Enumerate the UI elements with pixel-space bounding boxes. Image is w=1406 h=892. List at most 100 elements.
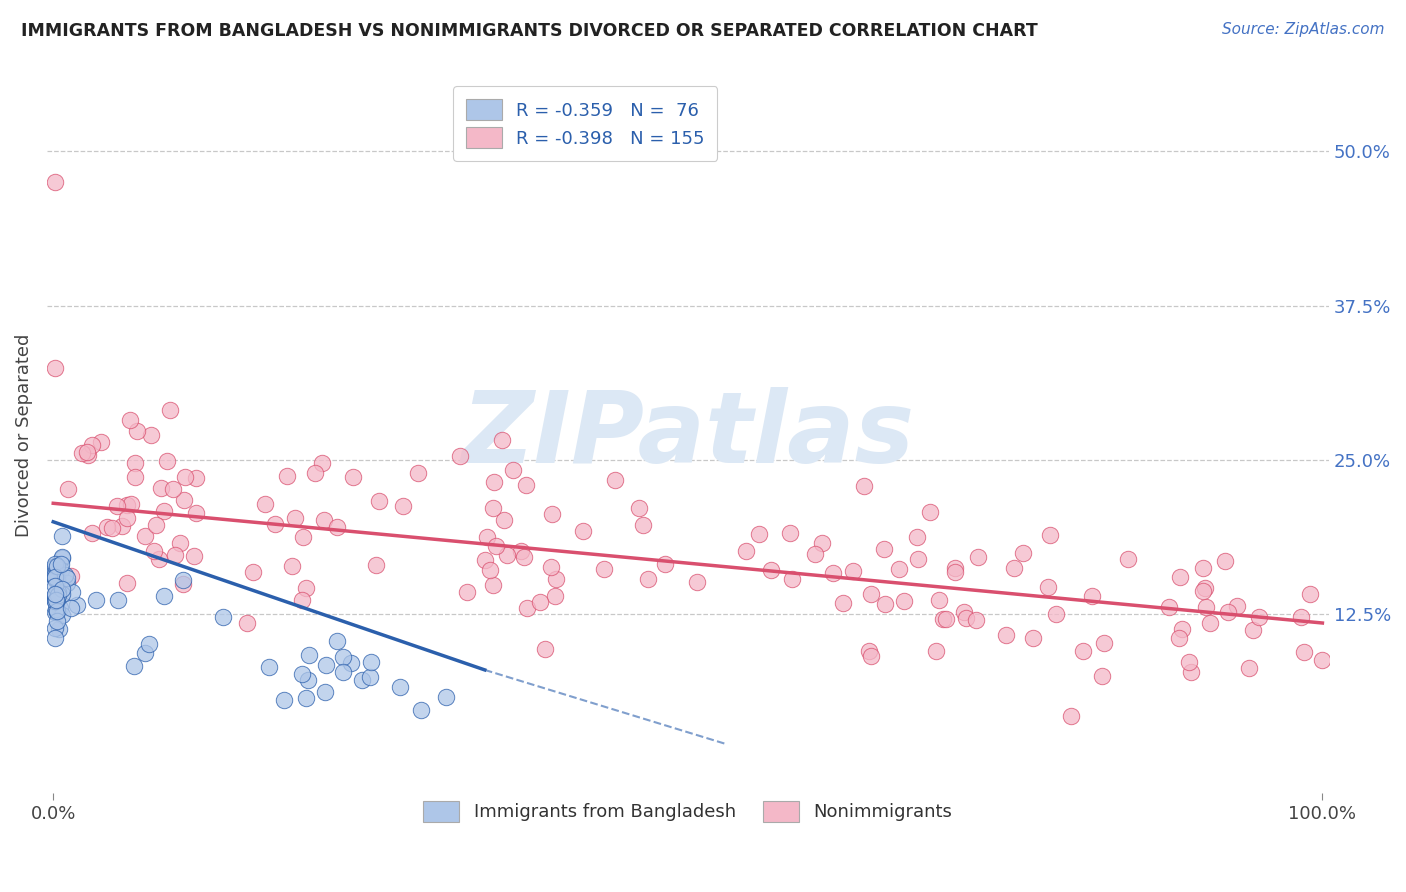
Point <box>48 585 70 599</box>
Point <box>46 559 69 574</box>
Point <box>516 601 538 615</box>
Point <box>311 456 333 470</box>
Point <box>627 500 650 515</box>
Point <box>48 622 70 636</box>
Point <box>184 506 207 520</box>
Point <box>831 596 853 610</box>
Point <box>44 631 66 645</box>
Point <box>858 644 880 658</box>
Point <box>148 552 170 566</box>
Point <box>120 413 142 427</box>
Point <box>931 612 953 626</box>
Point <box>44 592 66 607</box>
Point <box>105 499 128 513</box>
Point <box>44 571 66 585</box>
Point <box>45 569 67 583</box>
Point <box>513 549 536 564</box>
Point <box>1080 589 1102 603</box>
Point <box>1092 636 1115 650</box>
Point <box>491 434 513 448</box>
Point <box>496 548 519 562</box>
Point <box>803 547 825 561</box>
Y-axis label: Divorced or Separated: Divorced or Separated <box>15 334 32 537</box>
Point <box>264 516 287 531</box>
Point <box>115 576 138 591</box>
Point <box>46 603 69 617</box>
Point <box>340 657 363 671</box>
Point <box>56 482 79 496</box>
Point <box>534 641 557 656</box>
Point <box>734 544 756 558</box>
Point <box>1168 569 1191 583</box>
Point <box>1178 655 1201 669</box>
Point <box>434 690 457 705</box>
Point <box>60 568 83 582</box>
Point <box>139 428 162 442</box>
Point <box>117 510 139 524</box>
Point <box>273 692 295 706</box>
Point <box>315 658 337 673</box>
Point <box>314 684 336 698</box>
Point <box>55 575 77 590</box>
Point <box>1002 561 1025 575</box>
Point <box>44 587 66 601</box>
Point <box>184 471 207 485</box>
Point <box>1289 610 1312 624</box>
Point <box>893 594 915 608</box>
Point <box>44 573 66 587</box>
Point <box>474 553 496 567</box>
Point <box>44 579 66 593</box>
Point <box>257 660 280 674</box>
Point <box>125 425 148 439</box>
Point <box>138 637 160 651</box>
Point <box>44 567 66 582</box>
Point <box>149 481 172 495</box>
Point <box>544 590 567 604</box>
Point <box>51 557 73 571</box>
Point <box>66 598 89 612</box>
Point <box>100 521 122 535</box>
Point <box>484 539 506 553</box>
Point <box>298 648 321 662</box>
Point <box>631 517 654 532</box>
Point <box>1226 599 1249 613</box>
Point <box>49 600 72 615</box>
Point <box>966 549 988 564</box>
Point <box>51 608 73 623</box>
Point <box>502 463 524 477</box>
Point <box>292 530 315 544</box>
Point <box>120 497 142 511</box>
Point <box>456 584 478 599</box>
Point <box>995 627 1018 641</box>
Point <box>46 605 69 619</box>
Point <box>350 673 373 687</box>
Point <box>51 587 73 601</box>
Point <box>45 602 67 616</box>
Point <box>359 670 381 684</box>
Point <box>1294 645 1316 659</box>
Point <box>44 569 66 583</box>
Point <box>134 646 156 660</box>
Point <box>821 566 844 581</box>
Point <box>1310 653 1333 667</box>
Point <box>780 572 803 586</box>
Point <box>918 505 941 519</box>
Point <box>183 549 205 563</box>
Point <box>276 468 298 483</box>
Point <box>479 563 502 577</box>
Point <box>44 594 66 608</box>
Point <box>1022 631 1045 645</box>
Point <box>48 588 70 602</box>
Point <box>965 613 987 627</box>
Point <box>368 494 391 508</box>
Point <box>53 568 76 582</box>
Point <box>45 566 67 581</box>
Point <box>107 593 129 607</box>
Point <box>342 470 364 484</box>
Point <box>44 175 66 189</box>
Point <box>314 513 336 527</box>
Point <box>928 593 950 607</box>
Point <box>44 564 66 578</box>
Point <box>242 565 264 579</box>
Point <box>169 536 191 550</box>
